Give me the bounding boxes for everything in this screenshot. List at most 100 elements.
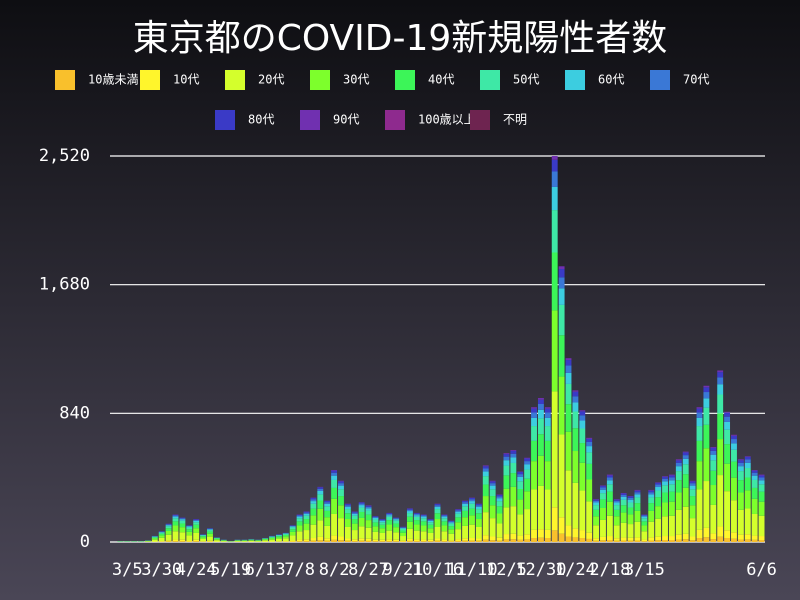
bar-segment	[310, 538, 317, 541]
bar-segment	[496, 498, 503, 502]
bar-segment	[379, 539, 386, 542]
bar-segment	[675, 480, 682, 493]
bar-segment	[365, 505, 372, 507]
bar-segment	[179, 518, 186, 520]
chart-title: 東京都のCOVID-19新規陽性者数	[133, 18, 668, 59]
bar-segment	[600, 540, 606, 542]
bar-segment	[537, 434, 544, 456]
bar-segment	[731, 449, 737, 462]
bar-segment	[406, 508, 413, 510]
bar-segment	[586, 463, 593, 480]
bar-segment	[234, 541, 241, 542]
bar-segment	[744, 456, 751, 460]
bar-segment	[572, 537, 579, 542]
legend-label: 40代	[428, 73, 454, 87]
bar-segment	[324, 517, 331, 526]
bar-segment	[620, 505, 627, 513]
bar-segment	[379, 522, 386, 525]
bar-segment	[296, 541, 303, 542]
bar-segment	[489, 496, 496, 506]
bar-segment	[331, 479, 338, 488]
bar-segment	[213, 539, 220, 541]
bar-segment	[662, 476, 668, 479]
bar-segment	[648, 540, 655, 542]
bar-segment	[489, 485, 496, 490]
legend-label: 90代	[333, 113, 359, 127]
bar-segment	[386, 530, 393, 540]
bar-segment	[413, 524, 420, 531]
bar-segment	[289, 529, 296, 532]
bar-segment	[296, 514, 303, 516]
bar-segment	[475, 540, 482, 542]
bar-segment	[296, 521, 303, 526]
legend-swatch	[650, 70, 670, 90]
bar-segment	[758, 536, 765, 541]
bar-segment	[593, 500, 600, 503]
bar-segment	[682, 533, 689, 540]
bar-segment	[579, 443, 586, 463]
bar-segment	[551, 530, 558, 542]
bar-segment	[586, 446, 593, 453]
bar-segment	[703, 527, 710, 538]
bar-segment	[317, 520, 324, 537]
bar-segment	[406, 513, 413, 517]
bar-segment	[420, 541, 427, 542]
bar-segment	[751, 498, 758, 514]
bar-segment	[565, 372, 572, 384]
bar-segment	[207, 529, 213, 531]
bar-segment	[641, 516, 648, 519]
bar-segment	[655, 518, 662, 537]
bar-segment	[269, 536, 275, 538]
bar-segment	[496, 494, 503, 497]
bar-segment	[510, 453, 517, 458]
bar-segment	[193, 539, 200, 542]
bar-segment	[455, 529, 462, 540]
bar-segment	[579, 462, 586, 491]
bar-segment	[620, 496, 627, 500]
bar-segment	[365, 514, 372, 521]
bar-segment	[427, 519, 434, 521]
bar-segment	[310, 515, 317, 525]
bar-segment	[710, 460, 717, 471]
bar-segment	[172, 531, 179, 540]
bar-segment	[606, 477, 613, 481]
bar-segment	[689, 536, 696, 541]
bar-segment	[641, 518, 648, 522]
bar-segment	[165, 525, 172, 527]
legend-swatch	[300, 110, 320, 130]
bar-segment	[634, 497, 641, 504]
bar-segment	[386, 539, 393, 542]
legend-swatch	[225, 70, 245, 90]
bar-segment	[510, 486, 517, 507]
bar-segment	[310, 508, 317, 516]
x-tick-label: 3/30	[141, 560, 182, 580]
bar-segment	[365, 520, 372, 528]
legend-label: 10代	[173, 73, 199, 87]
bar-segment	[158, 532, 165, 533]
bar-segment	[544, 412, 551, 418]
bar-segment	[448, 533, 455, 541]
bar-segment	[379, 541, 386, 542]
bar-segment	[358, 538, 365, 541]
bar-segment	[193, 520, 200, 523]
bar-segment	[627, 499, 634, 503]
bar-segment	[365, 510, 372, 515]
bar-segment	[558, 335, 565, 377]
bar-segment	[462, 503, 469, 507]
bar-segment	[682, 506, 689, 534]
bar-segment	[675, 539, 682, 542]
bar-segment	[462, 510, 469, 518]
bar-segment	[634, 490, 641, 493]
bar-segment	[455, 539, 462, 542]
bar-segment	[627, 496, 634, 498]
bar-segment	[400, 532, 406, 537]
bar-segment	[717, 384, 724, 395]
bar-segment	[751, 539, 758, 542]
bar-segment	[600, 519, 606, 537]
bar-segment	[351, 513, 358, 516]
bar-segment	[296, 531, 303, 540]
bar-segment	[703, 537, 710, 542]
bar-segment	[400, 528, 406, 531]
bar-segment	[531, 440, 537, 462]
bar-segment	[510, 506, 517, 534]
